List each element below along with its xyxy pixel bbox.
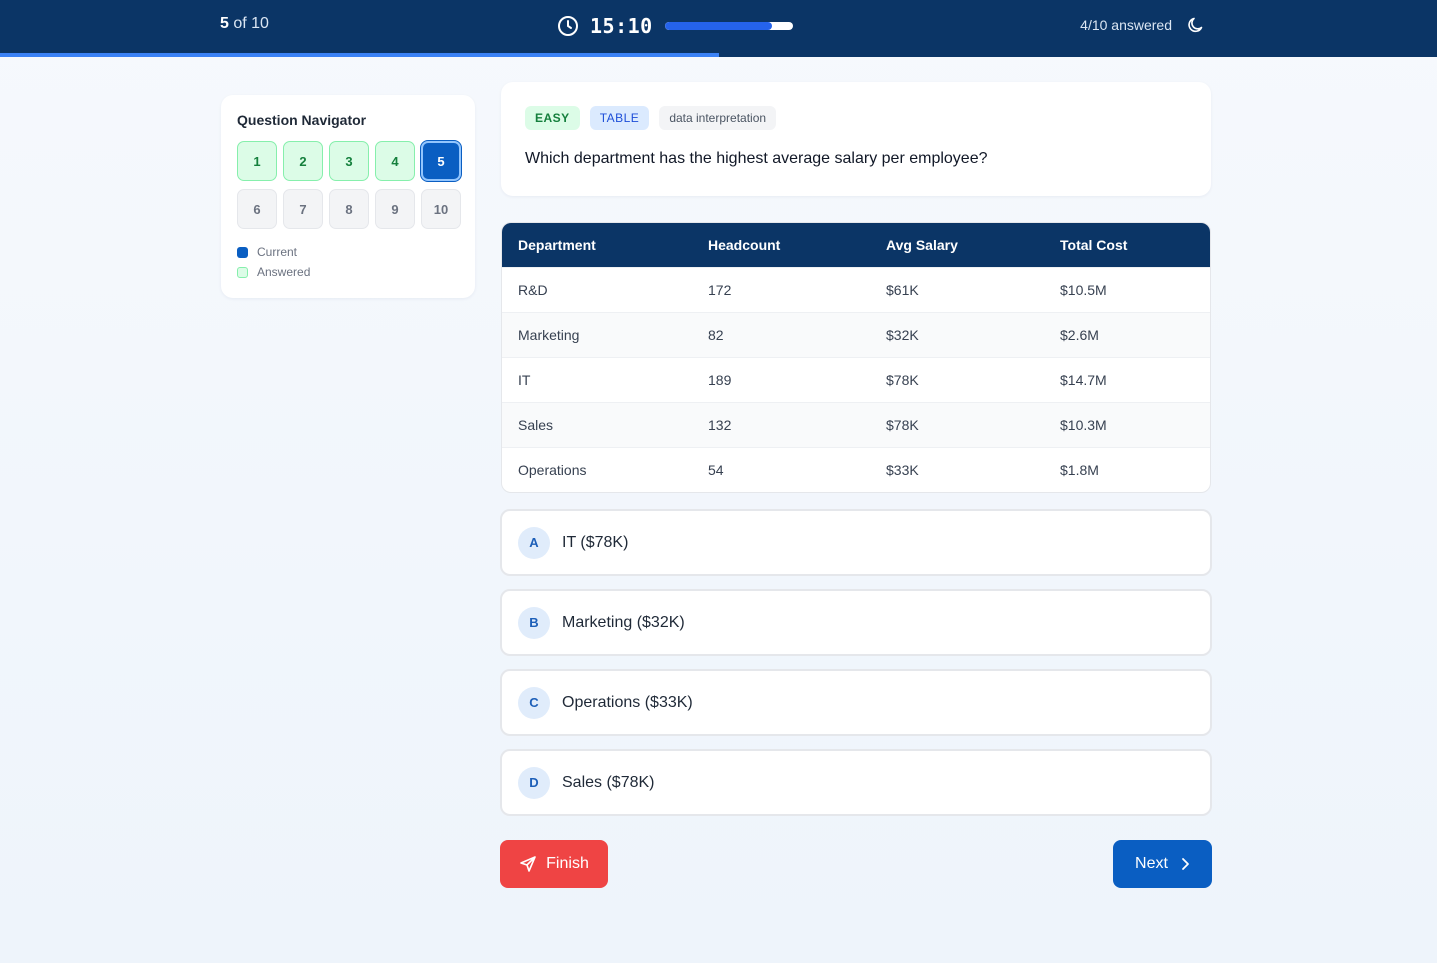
table-header-headcount: Headcount — [692, 223, 870, 267]
navigator-grid: 1 2 3 4 5 6 7 8 9 10 — [237, 141, 461, 229]
table-header-row: Department Headcount Avg Salary Total Co… — [502, 223, 1210, 267]
table-cell: 82 — [692, 311, 870, 357]
option-text: IT ($78K) — [562, 533, 629, 551]
question-card: EASY TABLE data interpretation Which dep… — [501, 82, 1211, 196]
table-cell: 189 — [692, 356, 870, 402]
option-letter-badge: D — [518, 766, 550, 799]
option-c[interactable]: C Operations ($33K) — [500, 669, 1212, 736]
table-cell: $61K — [870, 266, 1044, 312]
table-cell: $10.5M — [1044, 266, 1210, 312]
timer-text: 15:10 — [590, 14, 653, 38]
legend-answered-swatch — [237, 266, 248, 278]
next-label: Next — [1135, 855, 1168, 872]
navigator-title: Question Navigator — [237, 112, 367, 128]
nav-button-7[interactable]: 7 — [283, 189, 323, 229]
option-letter-badge: A — [518, 526, 550, 559]
table-header-avg-salary: Avg Salary — [870, 223, 1044, 267]
table-cell: 172 — [692, 266, 870, 312]
table-row: Sales 132 $78K $10.3M — [502, 401, 1210, 447]
table-cell: Marketing — [502, 311, 692, 357]
table-body: R&D 172 $61K $10.5M Marketing 82 $32K $2.6M IT 18… — [502, 266, 1210, 492]
finish-label: Finish — [546, 855, 589, 872]
question-tags: EASY TABLE data interpretation — [525, 106, 1187, 130]
nav-button-9[interactable]: 9 — [375, 189, 415, 229]
option-text: Marketing ($32K) — [562, 613, 685, 631]
overall-progress-bar — [0, 53, 1437, 57]
table-cell: IT — [502, 356, 692, 402]
table-cell: 132 — [692, 401, 870, 447]
table-cell: 54 — [692, 446, 870, 492]
table-cell: $2.6M — [1044, 311, 1210, 357]
table-row: IT 189 $78K $14.7M — [502, 356, 1210, 402]
table-row: Marketing 82 $32K $2.6M — [502, 311, 1210, 357]
table-row: Operations 54 $33K $1.8M — [502, 446, 1210, 492]
legend-answered-label: Answered — [257, 265, 311, 279]
difficulty-badge: EASY — [525, 106, 580, 130]
table-cell: $32K — [870, 311, 1044, 357]
nav-button-1[interactable]: 1 — [237, 141, 277, 181]
option-letter-badge: C — [518, 686, 550, 719]
table-header-department: Department — [502, 223, 692, 267]
question-text: Which department has the highest average… — [525, 150, 988, 167]
question-navigator: Question Navigator 1 2 3 4 5 6 7 8 9 10 Current A… — [221, 95, 475, 298]
topic-badge: data interpretation — [659, 106, 777, 130]
table-header-total-cost: Total Cost — [1044, 223, 1210, 267]
question-counter: 5 of 10 — [220, 15, 269, 33]
legend-current-label: Current — [257, 245, 298, 259]
option-d[interactable]: D Sales ($78K) — [500, 749, 1212, 816]
legend-answered: Answered — [237, 262, 459, 282]
nav-button-4[interactable]: 4 — [375, 141, 415, 181]
moon-icon[interactable] — [1186, 15, 1206, 35]
nav-button-5[interactable]: 5 — [421, 141, 461, 181]
nav-button-10[interactable]: 10 — [421, 189, 461, 229]
top-bar: 5 of 10 15:10 4/10 answered — [0, 0, 1437, 53]
type-badge: TABLE — [589, 106, 650, 130]
table-cell: $1.8M — [1044, 446, 1210, 492]
nav-button-3[interactable]: 3 — [329, 141, 369, 181]
table-cell: $78K — [870, 356, 1044, 402]
option-a[interactable]: A IT ($78K) — [500, 509, 1212, 576]
timer: 15:10 — [557, 12, 793, 40]
navigator-legend: Current Answered — [237, 242, 459, 282]
option-letter-badge: B — [518, 606, 550, 639]
table-cell: Operations — [502, 446, 692, 492]
finish-button[interactable]: Finish — [500, 840, 608, 888]
data-table: Department Headcount Avg Salary Total Co… — [501, 222, 1211, 493]
option-text: Operations ($33K) — [562, 693, 693, 711]
timer-progress-fill — [664, 22, 773, 30]
table-row: R&D 172 $61K $10.5M — [502, 266, 1210, 312]
clock-icon — [557, 15, 579, 37]
table-cell: Sales — [502, 401, 692, 447]
table-cell: $10.3M — [1044, 401, 1210, 447]
current-question-number: 5 — [220, 15, 229, 32]
table-cell: $14.7M — [1044, 356, 1210, 402]
nav-button-6[interactable]: 6 — [237, 189, 277, 229]
table-cell: $33K — [870, 446, 1044, 492]
option-text: Sales ($78K) — [562, 773, 655, 791]
timer-progress-bar — [664, 22, 793, 30]
legend-current: Current — [237, 242, 459, 262]
table-cell: $78K — [870, 401, 1044, 447]
question-total: of 10 — [233, 15, 269, 32]
option-b[interactable]: B Marketing ($32K) — [500, 589, 1212, 656]
overall-progress-fill — [0, 53, 719, 57]
legend-current-swatch — [237, 246, 248, 258]
next-button[interactable]: Next — [1113, 840, 1212, 888]
table-cell: R&D — [502, 266, 692, 312]
chevron-right-icon — [1182, 858, 1189, 870]
answer-options: A IT ($78K) B Marketing ($32K) C Operations (… — [500, 509, 1212, 829]
nav-button-2[interactable]: 2 — [283, 141, 323, 181]
send-icon — [520, 856, 536, 872]
answered-count: 4/10 answered — [1080, 17, 1172, 33]
nav-button-8[interactable]: 8 — [329, 189, 369, 229]
